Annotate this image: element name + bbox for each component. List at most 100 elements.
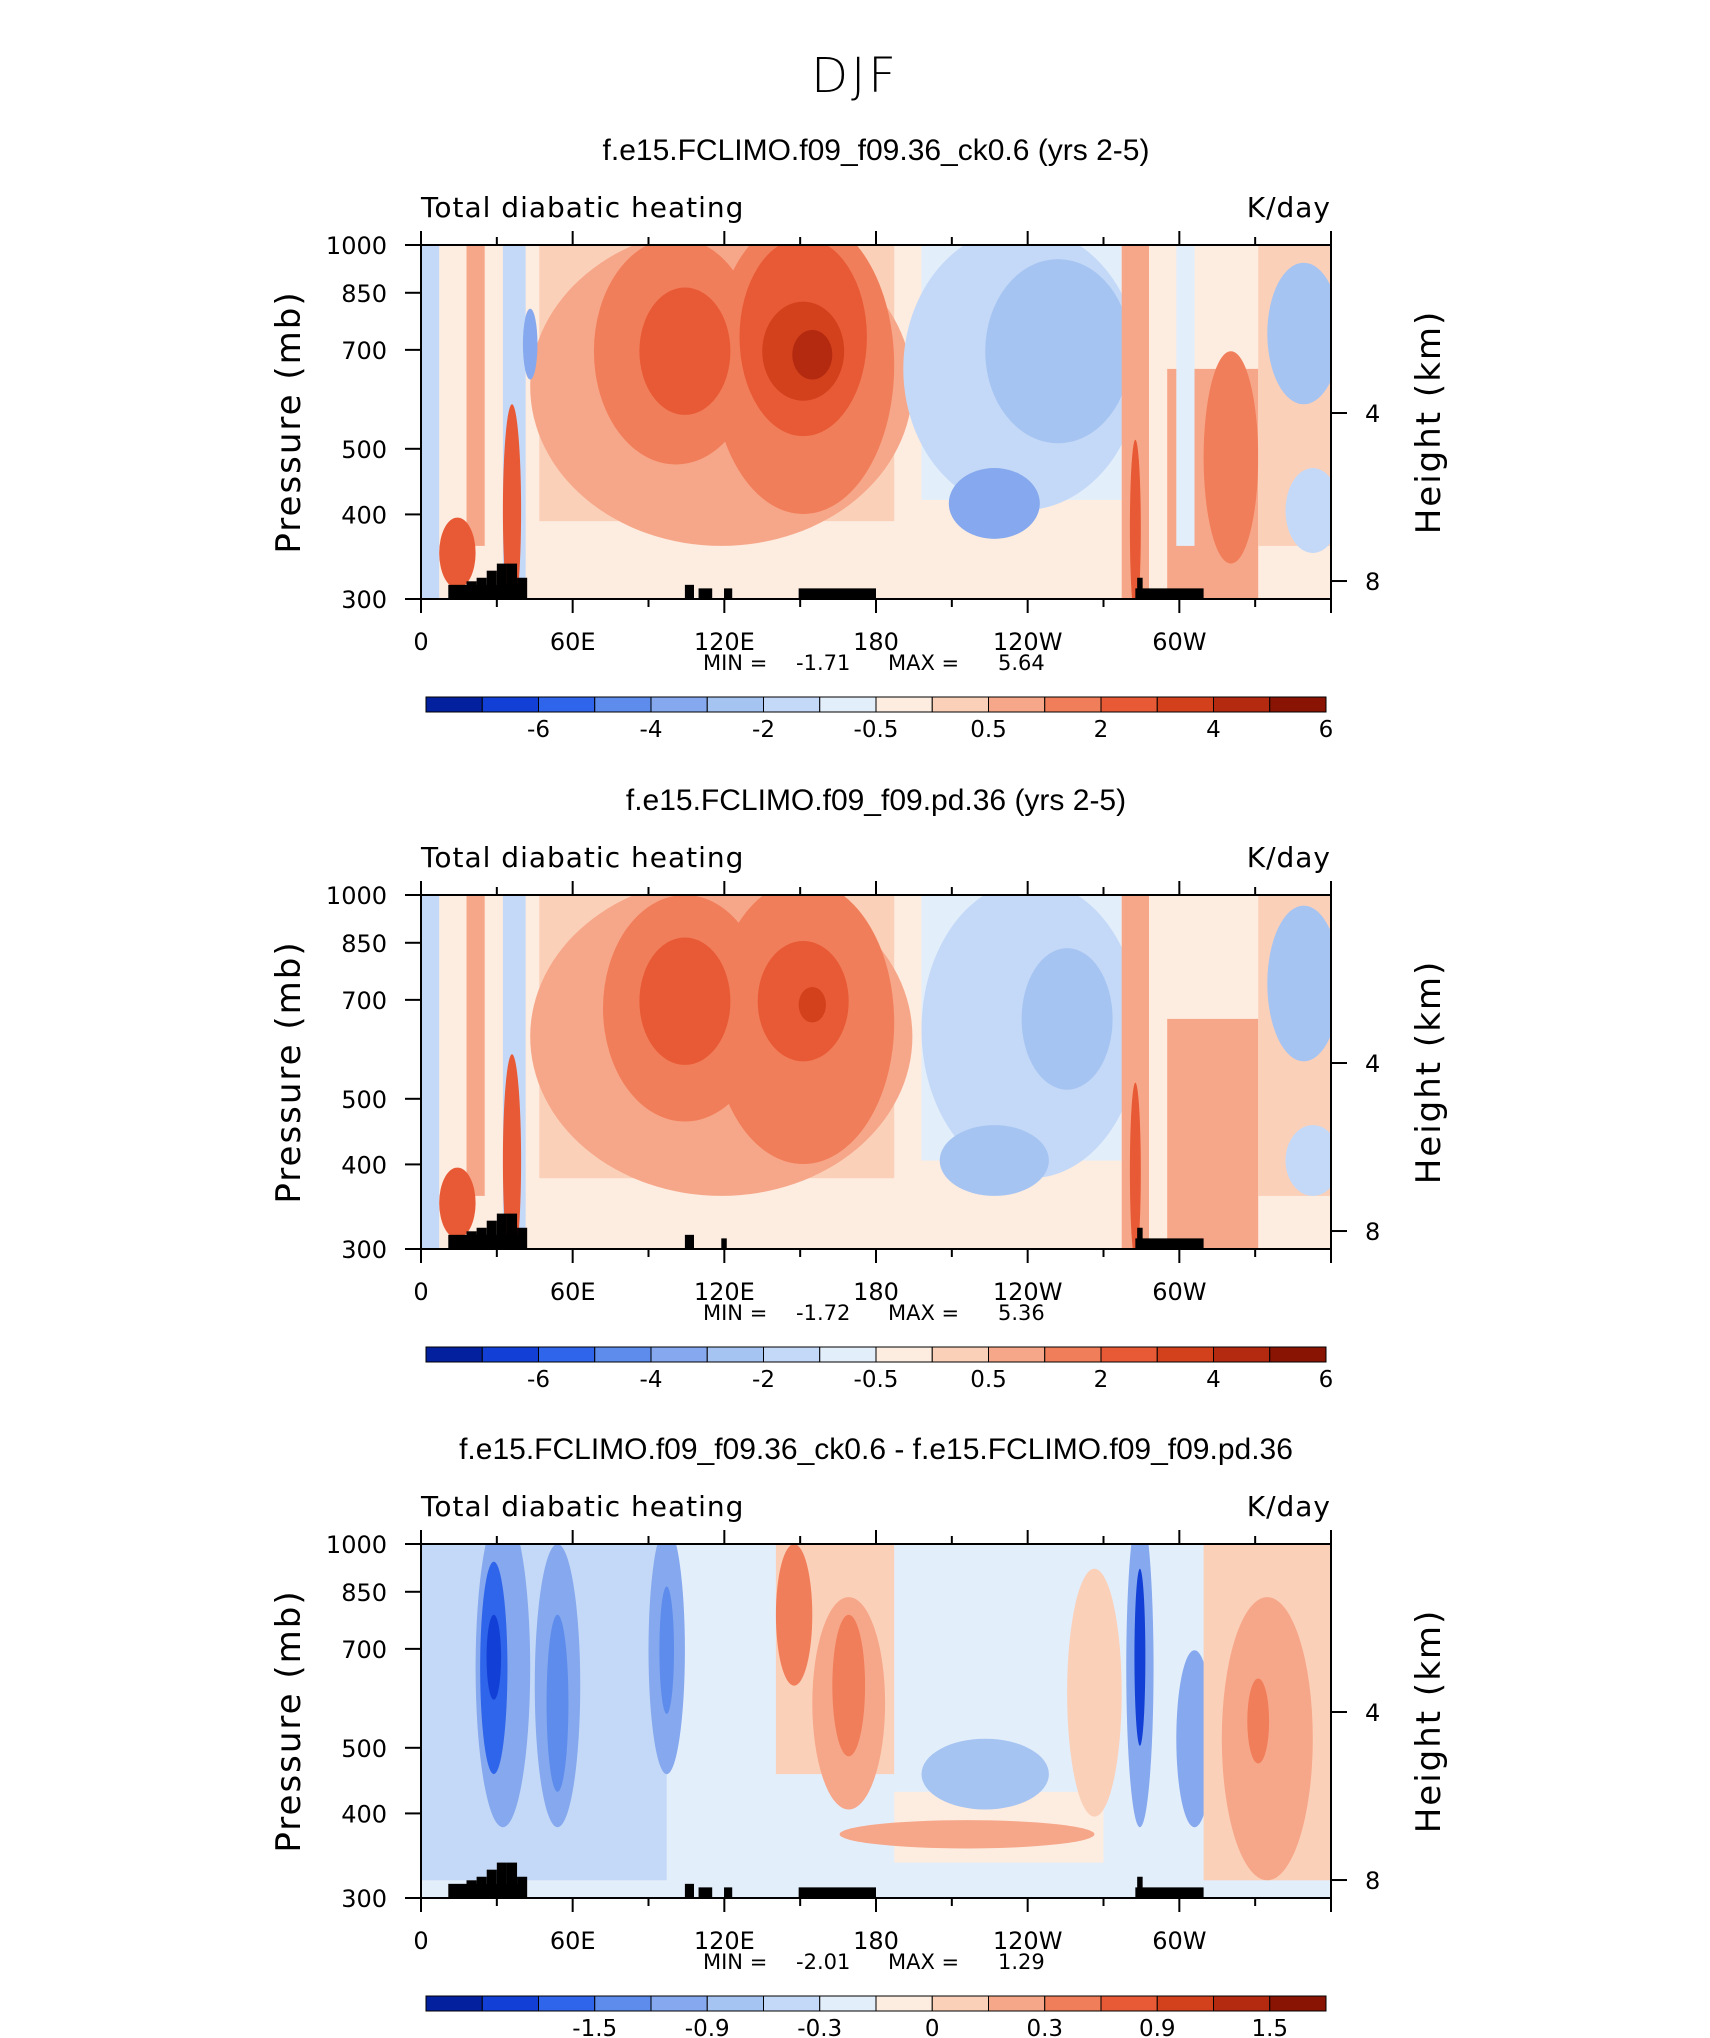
colorbar-label: 4: [1206, 717, 1221, 743]
y-right-axis-title: Height (km): [1409, 1609, 1449, 1834]
y-tick-label: 850: [341, 930, 387, 958]
colorbar-label: -2: [752, 1367, 775, 1393]
x-tick-label: 180: [853, 628, 899, 656]
x-tick-label: 0: [413, 1927, 428, 1955]
colorbar-label: -0.5: [854, 717, 899, 743]
y-right-tick-label: 4: [1365, 400, 1380, 428]
min-value: -1.71: [796, 651, 850, 675]
colorbar-box: [1213, 1995, 1271, 2012]
x-tick-label: 60E: [550, 1927, 596, 1955]
colorbar-box: [1269, 1995, 1327, 2012]
colorbar-box: [538, 696, 596, 713]
y-tick-label: 700: [341, 1636, 387, 1664]
colorbar-box: [481, 1995, 539, 2012]
colorbar-box: [1044, 696, 1102, 713]
colorbar-label: -4: [640, 717, 663, 743]
colorbar-box: [875, 1346, 933, 1363]
y-axis-title: Pressure (mb): [269, 290, 309, 553]
y-tick-label: 300: [341, 1885, 387, 1913]
colorbar-label: 0.9: [1139, 2016, 1176, 2038]
x-tick-label: 120E: [694, 1278, 755, 1306]
colorbar-box: [988, 1346, 1046, 1363]
colorbar-box: [988, 696, 1046, 713]
min-label: MIN =: [703, 1301, 767, 1325]
colorbar-box: [594, 696, 652, 713]
x-tick-label: 60E: [550, 628, 596, 656]
colorbar-label: 6: [1319, 1367, 1334, 1393]
colorbar-box: [1156, 696, 1214, 713]
min-value: -1.72: [796, 1301, 850, 1325]
colorbar-label: 4: [1206, 1367, 1221, 1393]
colorbar-label: 2: [1094, 1367, 1109, 1393]
x-tick-label: 120W: [993, 1278, 1063, 1306]
y-tick-label: 300: [341, 586, 387, 614]
y-tick-label: 400: [341, 1800, 387, 1828]
colorbar-box: [1213, 696, 1271, 713]
colorbar-box: [1044, 1995, 1102, 2012]
x-tick-label: 120W: [993, 628, 1063, 656]
colorbar-box: [594, 1995, 652, 2012]
y-tick-label: 500: [341, 436, 387, 464]
contour-field: [421, 895, 1331, 1249]
colorbar-label: -6: [527, 1367, 550, 1393]
colorbar-label: 0.5: [970, 1367, 1007, 1393]
colorbar-box: [931, 696, 989, 713]
colorbar-box: [1156, 1995, 1214, 2012]
x-tick-label: 0: [413, 1278, 428, 1306]
colorbar-box: [1044, 1346, 1102, 1363]
colorbar-label: -6: [527, 717, 550, 743]
max-value: 5.36: [998, 1301, 1045, 1325]
colorbar: -1.5 -0.9 -0.3 0 0.3 0.9 1.5: [425, 1995, 1327, 2038]
y-right-axis-title: Height (km): [1409, 310, 1449, 535]
y-right-tick-label: 8: [1365, 1218, 1380, 1246]
figure-title: DJF: [811, 48, 899, 104]
colorbar-box: [706, 696, 764, 713]
colorbar-box: [1213, 1346, 1271, 1363]
x-tick-label: 0: [413, 628, 428, 656]
y-axis-title: Pressure (mb): [269, 940, 309, 1203]
colorbar-label: -0.9: [685, 2016, 730, 2038]
y-tick-label: 1000: [326, 1531, 387, 1559]
y-tick-label: 850: [341, 1579, 387, 1607]
min-value: -2.01: [796, 1950, 850, 1974]
panel-pd: f.e15.FCLIMO.f09_f09.pd.36 (yrs 2-5) Tota…: [269, 784, 1449, 1393]
y-right-tick-label: 4: [1365, 1050, 1380, 1078]
colorbar: -6 -4 -2 -0.5 0.5 2 4 6: [425, 696, 1334, 743]
max-value: 1.29: [998, 1950, 1045, 1974]
colorbar-box: [1100, 1346, 1158, 1363]
panel-diff: f.e15.FCLIMO.f09_f09.36_ck0.6 - f.e15.FC…: [269, 1433, 1449, 2038]
colorbar-box: [481, 696, 539, 713]
colorbar-box: [819, 1995, 877, 2012]
y-tick-label: 1000: [326, 882, 387, 910]
x-tick-label: 180: [853, 1278, 899, 1306]
min-label: MIN =: [703, 1950, 767, 1974]
contour-field: [421, 245, 1331, 599]
max-value: 5.64: [998, 651, 1045, 675]
colorbar-box: [1269, 1346, 1327, 1363]
colorbar-box: [931, 1346, 989, 1363]
y-tick-label: 850: [341, 280, 387, 308]
colorbar-label: 1.5: [1251, 2016, 1288, 2038]
colorbar-box: [1100, 696, 1158, 713]
max-label: MAX =: [888, 651, 959, 675]
left-string: Total diabatic heating: [420, 841, 744, 874]
colorbar-label: 0.5: [970, 717, 1007, 743]
colorbar-box: [875, 1995, 933, 2012]
max-label: MAX =: [888, 1301, 959, 1325]
colorbar-box: [706, 1995, 764, 2012]
panel-title: f.e15.FCLIMO.f09_f09.pd.36 (yrs 2-5): [626, 784, 1126, 817]
colorbar-box: [650, 1995, 708, 2012]
x-tick-label: 120W: [993, 1927, 1063, 1955]
colorbar-label: 6: [1319, 717, 1334, 743]
colorbar: -6 -4 -2 -0.5 0.5 2 4 6: [425, 1346, 1334, 1393]
colorbar-label: 2: [1094, 717, 1109, 743]
colorbar-label: -0.3: [797, 2016, 842, 2038]
panel-ck06: f.e15.FCLIMO.f09_f09.36_ck0.6 (yrs 2-5) T…: [269, 134, 1449, 743]
colorbar-label: -1.5: [572, 2016, 617, 2038]
colorbar-box: [538, 1995, 596, 2012]
x-tick-label: 120E: [694, 628, 755, 656]
colorbar-box: [1156, 1346, 1214, 1363]
x-tick-label: 60W: [1152, 628, 1206, 656]
colorbar-label: 0: [925, 2016, 940, 2038]
units-string: K/day: [1247, 1490, 1331, 1523]
